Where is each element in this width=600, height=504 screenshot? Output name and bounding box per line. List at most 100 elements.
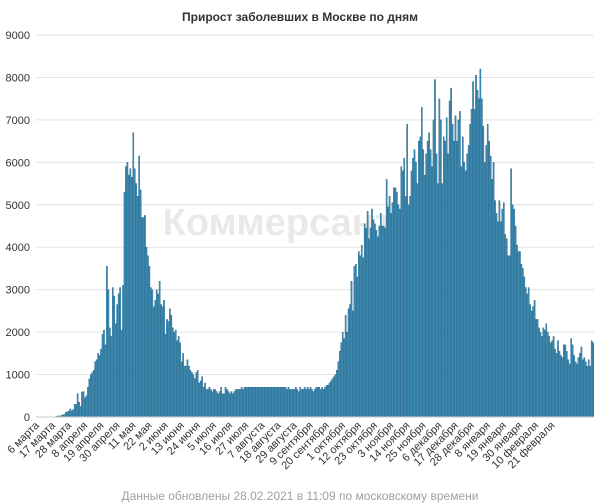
bar [359,255,362,418]
bar [507,255,510,418]
bar [587,359,590,418]
bar [148,266,151,418]
bar [138,155,140,418]
bar [574,361,577,418]
bar [311,389,313,418]
bar [557,340,559,418]
y-tick-label: 4000 [6,242,30,254]
bar [447,153,449,418]
bar [174,329,177,418]
y-tick-label: 0 [24,412,30,424]
bar [576,363,578,418]
bar [183,365,186,418]
bar [393,187,395,418]
bar [277,387,280,418]
bar [132,132,135,418]
bar [520,264,523,418]
bar [535,319,537,418]
bar [248,387,250,418]
y-tick-label: 5000 [6,200,30,212]
bar [522,268,524,418]
bar [198,382,200,418]
bar [533,300,536,418]
bar [318,387,321,418]
bar [390,213,392,418]
bar [303,387,306,418]
bar [119,287,121,418]
bar [583,357,586,418]
bar [111,287,114,418]
bar [270,387,272,418]
bar [75,404,77,418]
bar [306,387,309,418]
bar [213,389,215,418]
bar [396,191,398,418]
bar [453,140,455,418]
bar [352,310,354,418]
bar [182,353,184,418]
bar [259,387,262,418]
bar [353,266,356,418]
bar [305,389,307,418]
bar [401,170,404,418]
bar [434,79,436,418]
bar [79,406,82,418]
bar [466,153,468,418]
bar [429,149,432,418]
bar [565,351,568,418]
bar [152,306,155,418]
bar [276,387,278,418]
bar [437,183,439,418]
bar [577,357,580,418]
bar [444,140,447,418]
bar [524,287,527,418]
bar [322,389,325,418]
bar [173,331,176,418]
bar [456,140,458,418]
bar [150,287,152,418]
bar [204,382,206,418]
bar [586,365,589,418]
bar [126,162,129,418]
bar [546,331,549,418]
bar [338,351,341,418]
bar [372,219,375,418]
bar [536,319,539,418]
bar [226,389,228,418]
bar [363,223,366,418]
bar [530,310,533,418]
bar [235,389,237,418]
bar [117,293,120,418]
bar [78,401,80,418]
bar [544,329,546,418]
bar [177,336,180,418]
bar [264,387,266,418]
bar [191,372,193,418]
bar [223,393,225,418]
bar [262,387,265,418]
bar [368,238,370,418]
bar [186,359,189,418]
bar [161,306,164,418]
bar [195,372,198,418]
y-tick-label: 2000 [6,327,30,339]
bar [69,408,72,418]
bar [114,323,117,418]
bar [267,387,269,418]
bar [106,266,108,418]
bar [205,389,208,418]
bar [481,98,483,418]
bar [321,387,324,418]
bar [256,387,259,418]
bar [220,387,222,418]
bar [585,361,587,418]
bar [526,293,529,418]
bar [163,300,165,418]
bar [415,162,417,418]
bar [369,227,372,418]
bar [387,206,389,418]
bar [464,170,467,418]
bar [454,115,457,418]
bar [459,111,461,418]
